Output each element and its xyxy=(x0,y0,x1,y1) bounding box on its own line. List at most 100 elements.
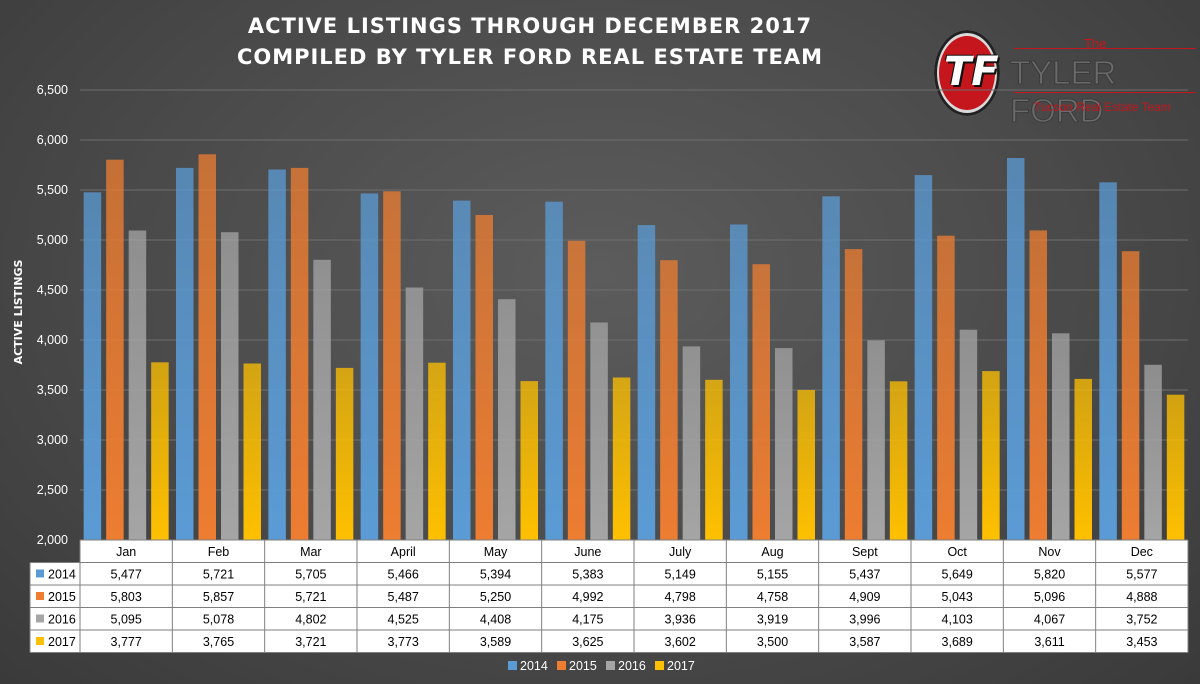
table-cell: 5,721 xyxy=(203,568,234,582)
table-cell: 5,577 xyxy=(1126,568,1157,582)
table-cell: 5,383 xyxy=(572,568,603,582)
table-cell: 3,919 xyxy=(757,613,788,627)
y-tick-label: 3,000 xyxy=(37,433,68,447)
logo-monogram: TF xyxy=(944,49,999,95)
table-legend-key xyxy=(36,614,44,623)
bar-2017-feb xyxy=(243,363,261,540)
x-tick-label: Aug xyxy=(761,545,783,559)
table-series-name: 2016 xyxy=(48,613,76,627)
bar-2014-dec xyxy=(1099,182,1117,541)
bar-2017-july xyxy=(705,379,723,540)
x-tick-label: Dec xyxy=(1131,545,1153,559)
bar-2014-july xyxy=(637,225,656,540)
bar-2017-april xyxy=(428,362,446,540)
table-cell: 4,992 xyxy=(572,590,603,604)
table-cell: 5,095 xyxy=(111,613,142,627)
table-cell: 3,625 xyxy=(572,635,603,649)
bar-2016-sept xyxy=(867,340,885,540)
legend-swatch xyxy=(655,661,664,670)
bar-2015-aug xyxy=(752,264,770,540)
table-cell: 3,587 xyxy=(849,635,880,649)
table-cell: 3,611 xyxy=(1034,635,1064,649)
bar-2014-jan xyxy=(83,192,102,541)
bar-2017-aug xyxy=(797,390,815,540)
table-cell: 5,096 xyxy=(1034,590,1065,604)
table-cell: 5,487 xyxy=(388,590,419,604)
gridlines xyxy=(80,89,1188,541)
table-cell: 5,394 xyxy=(480,568,511,582)
bar-2014-mar xyxy=(268,169,286,540)
table-cell: 3,721 xyxy=(295,635,326,649)
logo-name: TYLER FORD xyxy=(1010,54,1117,130)
table-cell: 3,589 xyxy=(480,635,511,649)
bar-2015-feb xyxy=(198,154,216,541)
table-legend-key xyxy=(36,569,44,578)
bar-2016-june xyxy=(590,322,608,540)
y-tick-label: 3,500 xyxy=(37,383,68,397)
logo-rule-bottom xyxy=(1014,92,1196,93)
bar-2015-nov xyxy=(1029,230,1047,540)
bar-2014-june xyxy=(545,201,563,540)
bar-2016-aug xyxy=(775,348,793,540)
table-cell: 3,765 xyxy=(203,635,234,649)
bar-2015-june xyxy=(567,240,586,541)
bar-2016-may xyxy=(498,299,516,540)
bar-2015-may xyxy=(475,215,493,540)
bar-2014-sept xyxy=(822,196,840,541)
logo-emblem-inner xyxy=(939,36,995,110)
table-cell: 4,802 xyxy=(295,613,326,627)
x-tick-label: July xyxy=(669,545,692,559)
x-tick-label: May xyxy=(484,545,508,559)
x-tick-label: April xyxy=(391,545,416,559)
bar-2017-may xyxy=(520,381,538,540)
table-cell: 4,175 xyxy=(572,613,603,627)
bar-2016-dec xyxy=(1144,364,1162,540)
bar-2017-oct xyxy=(982,371,1000,540)
bar-2015-july xyxy=(660,260,678,540)
brand-logo: TF The TYLER FORD Tucson Real Estate Tea… xyxy=(930,30,1200,130)
y-tick-label: 5,000 xyxy=(37,233,68,247)
bar-2017-sept xyxy=(889,381,908,540)
table-cell: 4,758 xyxy=(757,590,788,604)
y-tick-label: 4,000 xyxy=(37,333,68,347)
table-legend-key xyxy=(36,592,44,600)
table-cell: 5,477 xyxy=(111,568,142,582)
y-tick-label: 4,500 xyxy=(37,283,68,297)
table-cell: 5,705 xyxy=(295,568,326,582)
bar-2015-sept xyxy=(844,249,863,540)
table-cell: 3,996 xyxy=(849,613,880,627)
bar-2015-mar xyxy=(290,167,309,540)
legend-swatch xyxy=(508,661,517,670)
x-tick-label: Sept xyxy=(852,545,878,559)
legend-label: 2017 xyxy=(667,659,695,673)
bar-2014-oct xyxy=(914,175,933,540)
table-cell: 5,078 xyxy=(203,613,234,627)
table-cell: 3,602 xyxy=(665,635,696,649)
bar-2016-mar xyxy=(313,259,331,540)
y-axis-ticks: 2,000 2,500 3,000 3,500 4,000 4,500 5,000 5,500… xyxy=(37,83,68,547)
legend-label: 2015 xyxy=(569,659,597,673)
y-axis-label: ACTIVE LISTINGS xyxy=(12,260,25,365)
logo-the: The xyxy=(1084,36,1107,51)
table-cell: 5,820 xyxy=(1034,568,1065,582)
bar-2017-june xyxy=(612,377,631,540)
x-tick-label: Oct xyxy=(947,545,967,559)
y-tick-label: 6,500 xyxy=(37,83,68,97)
table-cell: 5,043 xyxy=(942,590,973,604)
chart-subtitle: COMPILED BY TYLER FORD REAL ESTATE TEAM xyxy=(236,45,824,69)
bar-2016-july xyxy=(682,346,701,540)
chart-title: ACTIVE LISTINGS THROUGH DECEMBER 2017 xyxy=(247,14,813,38)
table-cell: 5,466 xyxy=(388,568,419,582)
table-cell: 4,408 xyxy=(480,613,511,627)
table-cell: 3,453 xyxy=(1126,635,1157,649)
logo-tagline: Tucson Real Estate Team xyxy=(1034,100,1171,114)
logo-rule-top xyxy=(1014,48,1196,49)
bar-2016-jan xyxy=(128,230,147,540)
table-cell: 4,909 xyxy=(849,590,880,604)
bar-2016-oct xyxy=(959,329,978,540)
bar-2014-nov xyxy=(1007,158,1025,540)
y-tick-label: 2,500 xyxy=(37,483,68,497)
table-cell: 5,857 xyxy=(203,590,234,604)
table-series-name: 2014 xyxy=(48,568,76,582)
